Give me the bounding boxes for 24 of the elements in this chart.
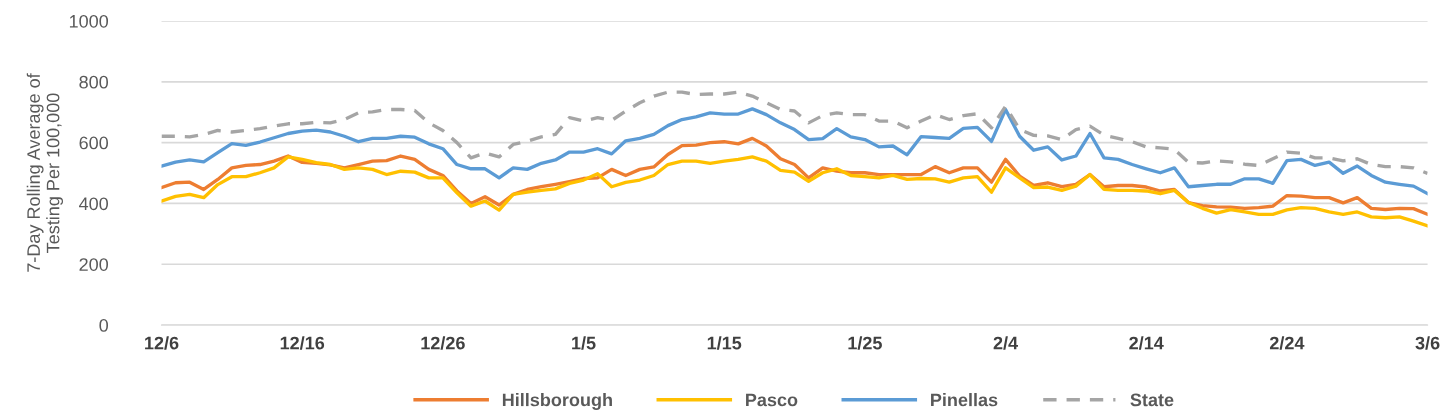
y-tick-label: 200: [79, 258, 109, 271]
x-tick-label: 12/26: [421, 336, 465, 350]
x-tick-label: 2/24: [1269, 336, 1305, 350]
line-series: [161, 107, 1428, 196]
legend-label: Pasco: [746, 393, 798, 407]
y-tick-label: 400: [79, 197, 109, 211]
x-tick-label: 12/6: [145, 336, 179, 350]
y-tick-label: 600: [79, 136, 109, 150]
y-tick-label: 1000: [69, 14, 109, 28]
line-series: [161, 155, 1428, 228]
y-tick-label: 0: [99, 319, 109, 332]
legend-label: State: [1130, 393, 1174, 407]
x-tick-label: 1/25: [848, 336, 882, 350]
x-tick-label: 1/5: [572, 336, 596, 350]
x-tick-label: 2/4: [993, 336, 1019, 350]
legend-label: Pinellas: [931, 393, 998, 407]
x-tick-label: 1/15: [707, 336, 742, 350]
legend-label: Hillsborough: [502, 393, 612, 410]
x-tick-label: 2/14: [1129, 336, 1164, 350]
y-tick-label: 800: [79, 75, 109, 89]
y-axis-title: 7-Day Rolling Average of Testing Per 100,000: [26, 73, 64, 272]
x-tick-label: 3/6: [1415, 336, 1440, 350]
line-series: [161, 90, 1428, 176]
x-tick-label: 12/16: [280, 336, 325, 350]
